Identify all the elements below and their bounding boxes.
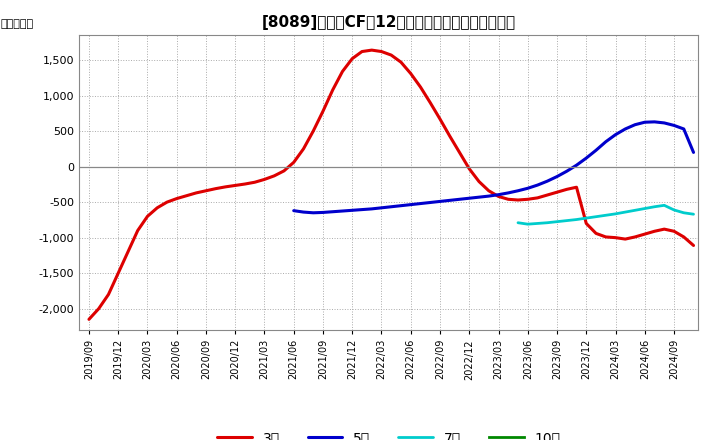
7年 xyxy=(689,212,698,217)
5年 xyxy=(689,150,698,155)
5年 xyxy=(611,132,620,137)
3年 xyxy=(377,49,386,54)
5年 xyxy=(289,208,298,213)
7年 xyxy=(680,210,688,216)
5年 xyxy=(367,206,376,212)
7年 xyxy=(650,204,659,209)
3年 xyxy=(689,243,698,248)
5年 xyxy=(601,139,610,144)
5年 xyxy=(494,192,503,197)
5年 xyxy=(543,179,552,184)
5年 xyxy=(680,126,688,132)
5年 xyxy=(387,204,395,209)
Line: 5年: 5年 xyxy=(294,122,693,213)
5年 xyxy=(455,197,464,202)
3年 xyxy=(397,59,405,65)
5年 xyxy=(377,205,386,210)
5年 xyxy=(650,119,659,125)
7年 xyxy=(601,213,610,218)
5年 xyxy=(328,209,337,214)
5年 xyxy=(592,148,600,153)
5年 xyxy=(485,194,493,199)
5年 xyxy=(582,155,590,161)
5年 xyxy=(299,209,307,215)
5年 xyxy=(465,196,474,201)
5年 xyxy=(670,123,678,128)
3年 xyxy=(513,198,522,203)
5年 xyxy=(397,203,405,208)
7年 xyxy=(641,206,649,211)
7年 xyxy=(631,208,639,213)
5年 xyxy=(523,186,532,191)
5年 xyxy=(416,201,425,206)
7年 xyxy=(592,214,600,219)
5年 xyxy=(513,188,522,194)
7年 xyxy=(572,217,581,222)
5年 xyxy=(406,202,415,207)
7年 xyxy=(660,203,669,208)
5年 xyxy=(474,194,483,200)
7年 xyxy=(562,218,571,223)
7年 xyxy=(534,221,542,226)
7年 xyxy=(582,216,590,221)
5年 xyxy=(572,162,581,168)
5年 xyxy=(534,183,542,188)
5年 xyxy=(348,208,356,213)
5年 xyxy=(446,198,454,203)
Y-axis label: （百万円）: （百万円） xyxy=(1,19,34,29)
5年 xyxy=(553,174,562,179)
3年 xyxy=(367,48,376,53)
3年 xyxy=(251,180,259,185)
7年 xyxy=(621,209,629,215)
5年 xyxy=(641,120,649,125)
5年 xyxy=(504,190,513,195)
Title: [8089]　投資CFの12か月移動合計の平均値の推移: [8089] 投資CFの12か月移動合計の平均値の推移 xyxy=(262,15,516,30)
Line: 3年: 3年 xyxy=(89,50,693,319)
3年 xyxy=(270,173,279,179)
3年 xyxy=(85,317,94,322)
5年 xyxy=(338,209,347,214)
7年 xyxy=(611,211,620,216)
5年 xyxy=(319,210,328,215)
5年 xyxy=(436,199,444,204)
5年 xyxy=(562,169,571,174)
5年 xyxy=(660,120,669,125)
7年 xyxy=(543,220,552,225)
7年 xyxy=(670,207,678,213)
3年 xyxy=(680,235,688,240)
5年 xyxy=(621,126,629,132)
5年 xyxy=(631,122,639,127)
5年 xyxy=(358,207,366,212)
7年 xyxy=(523,221,532,227)
7年 xyxy=(513,220,522,225)
5年 xyxy=(426,200,435,205)
Legend: 3年, 5年, 7年, 10年: 3年, 5年, 7年, 10年 xyxy=(211,425,567,440)
7年 xyxy=(553,219,562,224)
5年 xyxy=(309,210,318,216)
Line: 7年: 7年 xyxy=(518,205,693,224)
